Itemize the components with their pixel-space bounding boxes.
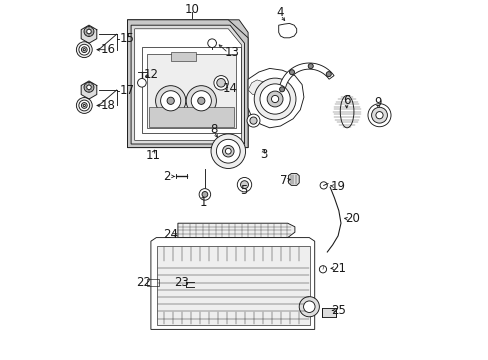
Circle shape: [222, 145, 234, 157]
Text: 6: 6: [342, 94, 349, 107]
Polygon shape: [288, 174, 299, 185]
Text: 14: 14: [222, 82, 237, 95]
Circle shape: [320, 182, 326, 189]
Circle shape: [199, 189, 210, 200]
Text: 2: 2: [163, 170, 170, 183]
Circle shape: [81, 47, 87, 53]
Circle shape: [375, 112, 382, 119]
Text: 1: 1: [199, 196, 207, 209]
Polygon shape: [81, 25, 97, 43]
Polygon shape: [151, 238, 314, 329]
Circle shape: [299, 297, 319, 317]
Circle shape: [237, 177, 251, 192]
Circle shape: [155, 86, 185, 116]
Circle shape: [279, 87, 284, 92]
Circle shape: [202, 192, 207, 197]
Circle shape: [260, 84, 289, 114]
Circle shape: [207, 39, 216, 48]
Circle shape: [249, 117, 257, 124]
Text: 17: 17: [120, 84, 135, 97]
Polygon shape: [81, 81, 97, 99]
Text: 15: 15: [120, 32, 135, 45]
Bar: [170, 52, 196, 61]
Circle shape: [246, 114, 260, 127]
Polygon shape: [131, 25, 244, 144]
Text: 20: 20: [345, 212, 359, 225]
Text: 11: 11: [145, 149, 160, 162]
Text: 19: 19: [330, 180, 345, 193]
Text: 23: 23: [174, 276, 188, 289]
Bar: [146, 279, 159, 286]
Circle shape: [367, 104, 390, 127]
Text: 10: 10: [184, 3, 199, 15]
Circle shape: [79, 44, 89, 55]
Circle shape: [271, 95, 278, 103]
Circle shape: [213, 76, 228, 90]
Circle shape: [83, 49, 85, 51]
Polygon shape: [278, 63, 333, 94]
Text: 7: 7: [279, 174, 286, 186]
Polygon shape: [247, 80, 266, 95]
Circle shape: [303, 301, 314, 312]
Text: 18: 18: [100, 99, 115, 112]
Polygon shape: [178, 223, 294, 238]
Circle shape: [307, 64, 313, 69]
Circle shape: [216, 139, 240, 163]
Circle shape: [371, 107, 386, 123]
Ellipse shape: [340, 95, 353, 128]
Circle shape: [84, 82, 94, 92]
Circle shape: [225, 148, 231, 154]
Circle shape: [266, 91, 283, 107]
Text: 8: 8: [210, 123, 217, 136]
Bar: [147, 54, 235, 128]
Text: 9: 9: [374, 96, 382, 109]
Circle shape: [84, 27, 94, 36]
Circle shape: [167, 97, 174, 104]
Circle shape: [211, 134, 245, 168]
Circle shape: [191, 91, 211, 111]
Polygon shape: [134, 29, 241, 140]
Polygon shape: [278, 23, 296, 38]
Circle shape: [81, 103, 87, 108]
Circle shape: [83, 104, 85, 107]
Text: 16: 16: [100, 43, 115, 56]
Bar: [149, 107, 233, 127]
Text: 13: 13: [224, 46, 239, 59]
Text: 3: 3: [259, 148, 267, 161]
Circle shape: [319, 266, 326, 273]
Circle shape: [86, 29, 91, 34]
Text: 4: 4: [276, 6, 284, 19]
Text: 5: 5: [239, 184, 246, 197]
Circle shape: [76, 98, 92, 113]
Circle shape: [137, 78, 146, 87]
Circle shape: [86, 85, 91, 90]
Text: 12: 12: [143, 68, 158, 81]
Polygon shape: [142, 47, 241, 133]
Polygon shape: [247, 68, 303, 128]
Circle shape: [240, 181, 248, 189]
Text: 22: 22: [136, 276, 151, 289]
Text: 25: 25: [331, 304, 346, 317]
Circle shape: [325, 72, 330, 77]
Circle shape: [289, 70, 294, 75]
Circle shape: [76, 42, 92, 58]
Circle shape: [197, 97, 204, 104]
Text: 24: 24: [163, 228, 178, 241]
Bar: [321, 308, 335, 317]
Text: 21: 21: [331, 262, 346, 275]
Circle shape: [254, 78, 295, 120]
Bar: [157, 246, 309, 325]
Circle shape: [186, 86, 216, 116]
Circle shape: [160, 91, 181, 111]
Polygon shape: [127, 20, 247, 148]
Circle shape: [216, 78, 225, 87]
Circle shape: [79, 100, 89, 111]
Polygon shape: [127, 20, 247, 148]
